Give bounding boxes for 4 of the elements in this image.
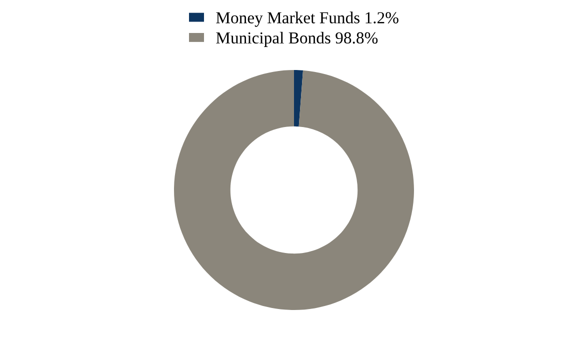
- donut-slice: [294, 70, 304, 127]
- legend-label: Money Market Funds 1.2%: [216, 12, 398, 27]
- legend-label: Municipal Bonds 98.8%: [216, 32, 378, 47]
- donut-slice: [174, 70, 414, 310]
